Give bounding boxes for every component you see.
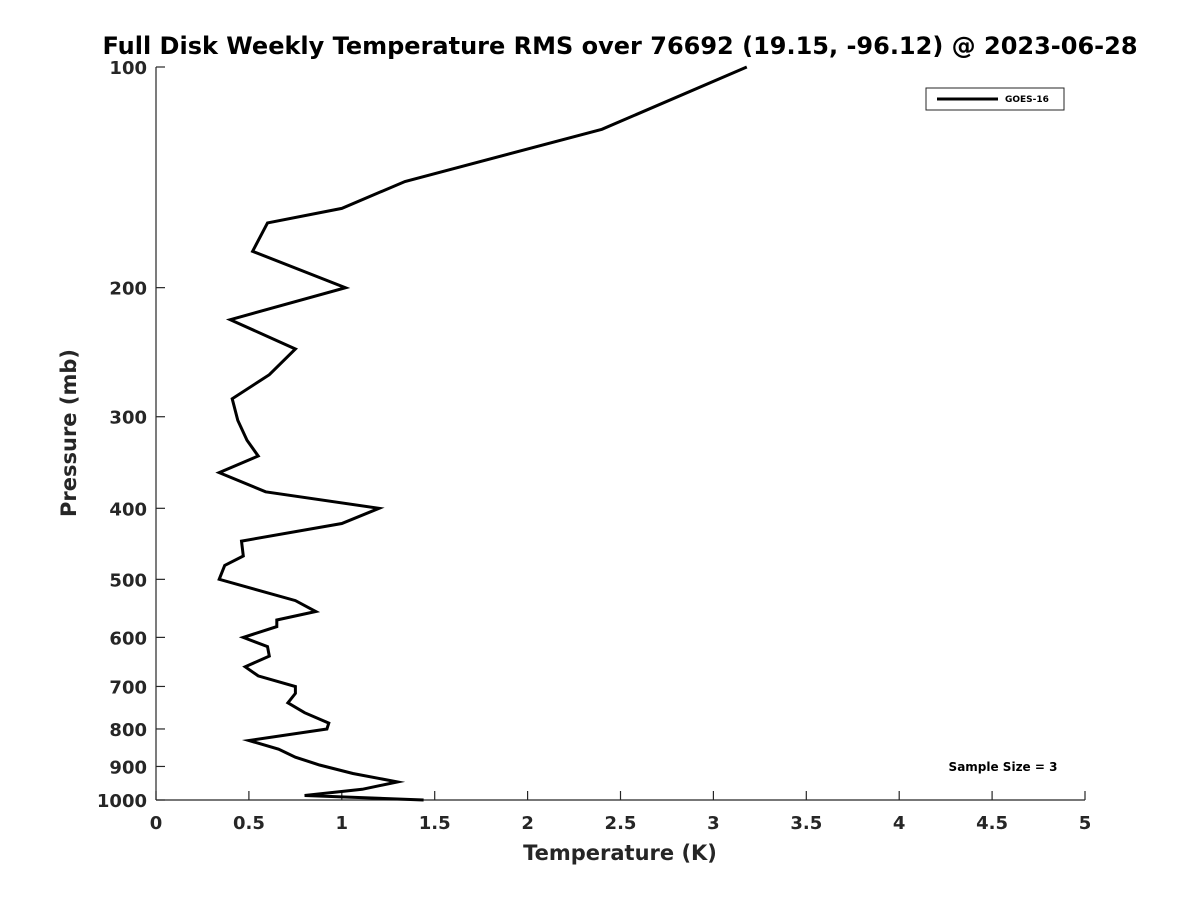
sample-size-annotation: Sample Size = 3 [949, 760, 1058, 774]
x-tick-label: 4.5 [976, 813, 1008, 834]
x-tick-label: 4 [893, 813, 906, 834]
x-tick-label: 2.5 [605, 813, 637, 834]
x-tick-label: 3 [707, 813, 720, 834]
y-tick-label: 100 [109, 58, 147, 79]
x-tick-label: 2 [521, 813, 534, 834]
y-axis-label: Pressure (mb) [57, 349, 81, 517]
y-tick-label: 800 [109, 720, 147, 741]
x-tick-label: 3.5 [790, 813, 822, 834]
y-tick-label: 300 [109, 408, 147, 429]
y-tick-label: 200 [109, 279, 147, 300]
plot-area [215, 65, 748, 802]
y-tick-label: 900 [109, 757, 147, 778]
y-tick-label: 600 [109, 628, 147, 649]
y-tick-label: 400 [109, 499, 147, 520]
legend: GOES-16 [925, 87, 1065, 111]
chart-title: Full Disk Weekly Temperature RMS over 76… [102, 32, 1137, 60]
x-axis-label: Temperature (K) [523, 841, 717, 865]
y-tick-label: 700 [109, 677, 147, 698]
x-tick-label: 1.5 [419, 813, 451, 834]
x-tick-label: 0.5 [233, 813, 265, 834]
y-tick-label: 1000 [97, 791, 147, 812]
x-tick-label: 1 [336, 813, 349, 834]
legend-entry-goes-16: GOES-16 [1005, 95, 1049, 105]
series-line-goes-16 [215, 65, 748, 802]
x-tick-label: 5 [1079, 813, 1092, 834]
y-tick-label: 500 [109, 570, 147, 591]
x-tick-label: 0 [150, 813, 163, 834]
x-ticks: 0 0.5 1 1.5 2 2.5 3 3.5 4 4.5 5 [150, 791, 1092, 834]
y-ticks: 100 200 300 400 500 600 700 800 900 1000 [97, 58, 165, 812]
